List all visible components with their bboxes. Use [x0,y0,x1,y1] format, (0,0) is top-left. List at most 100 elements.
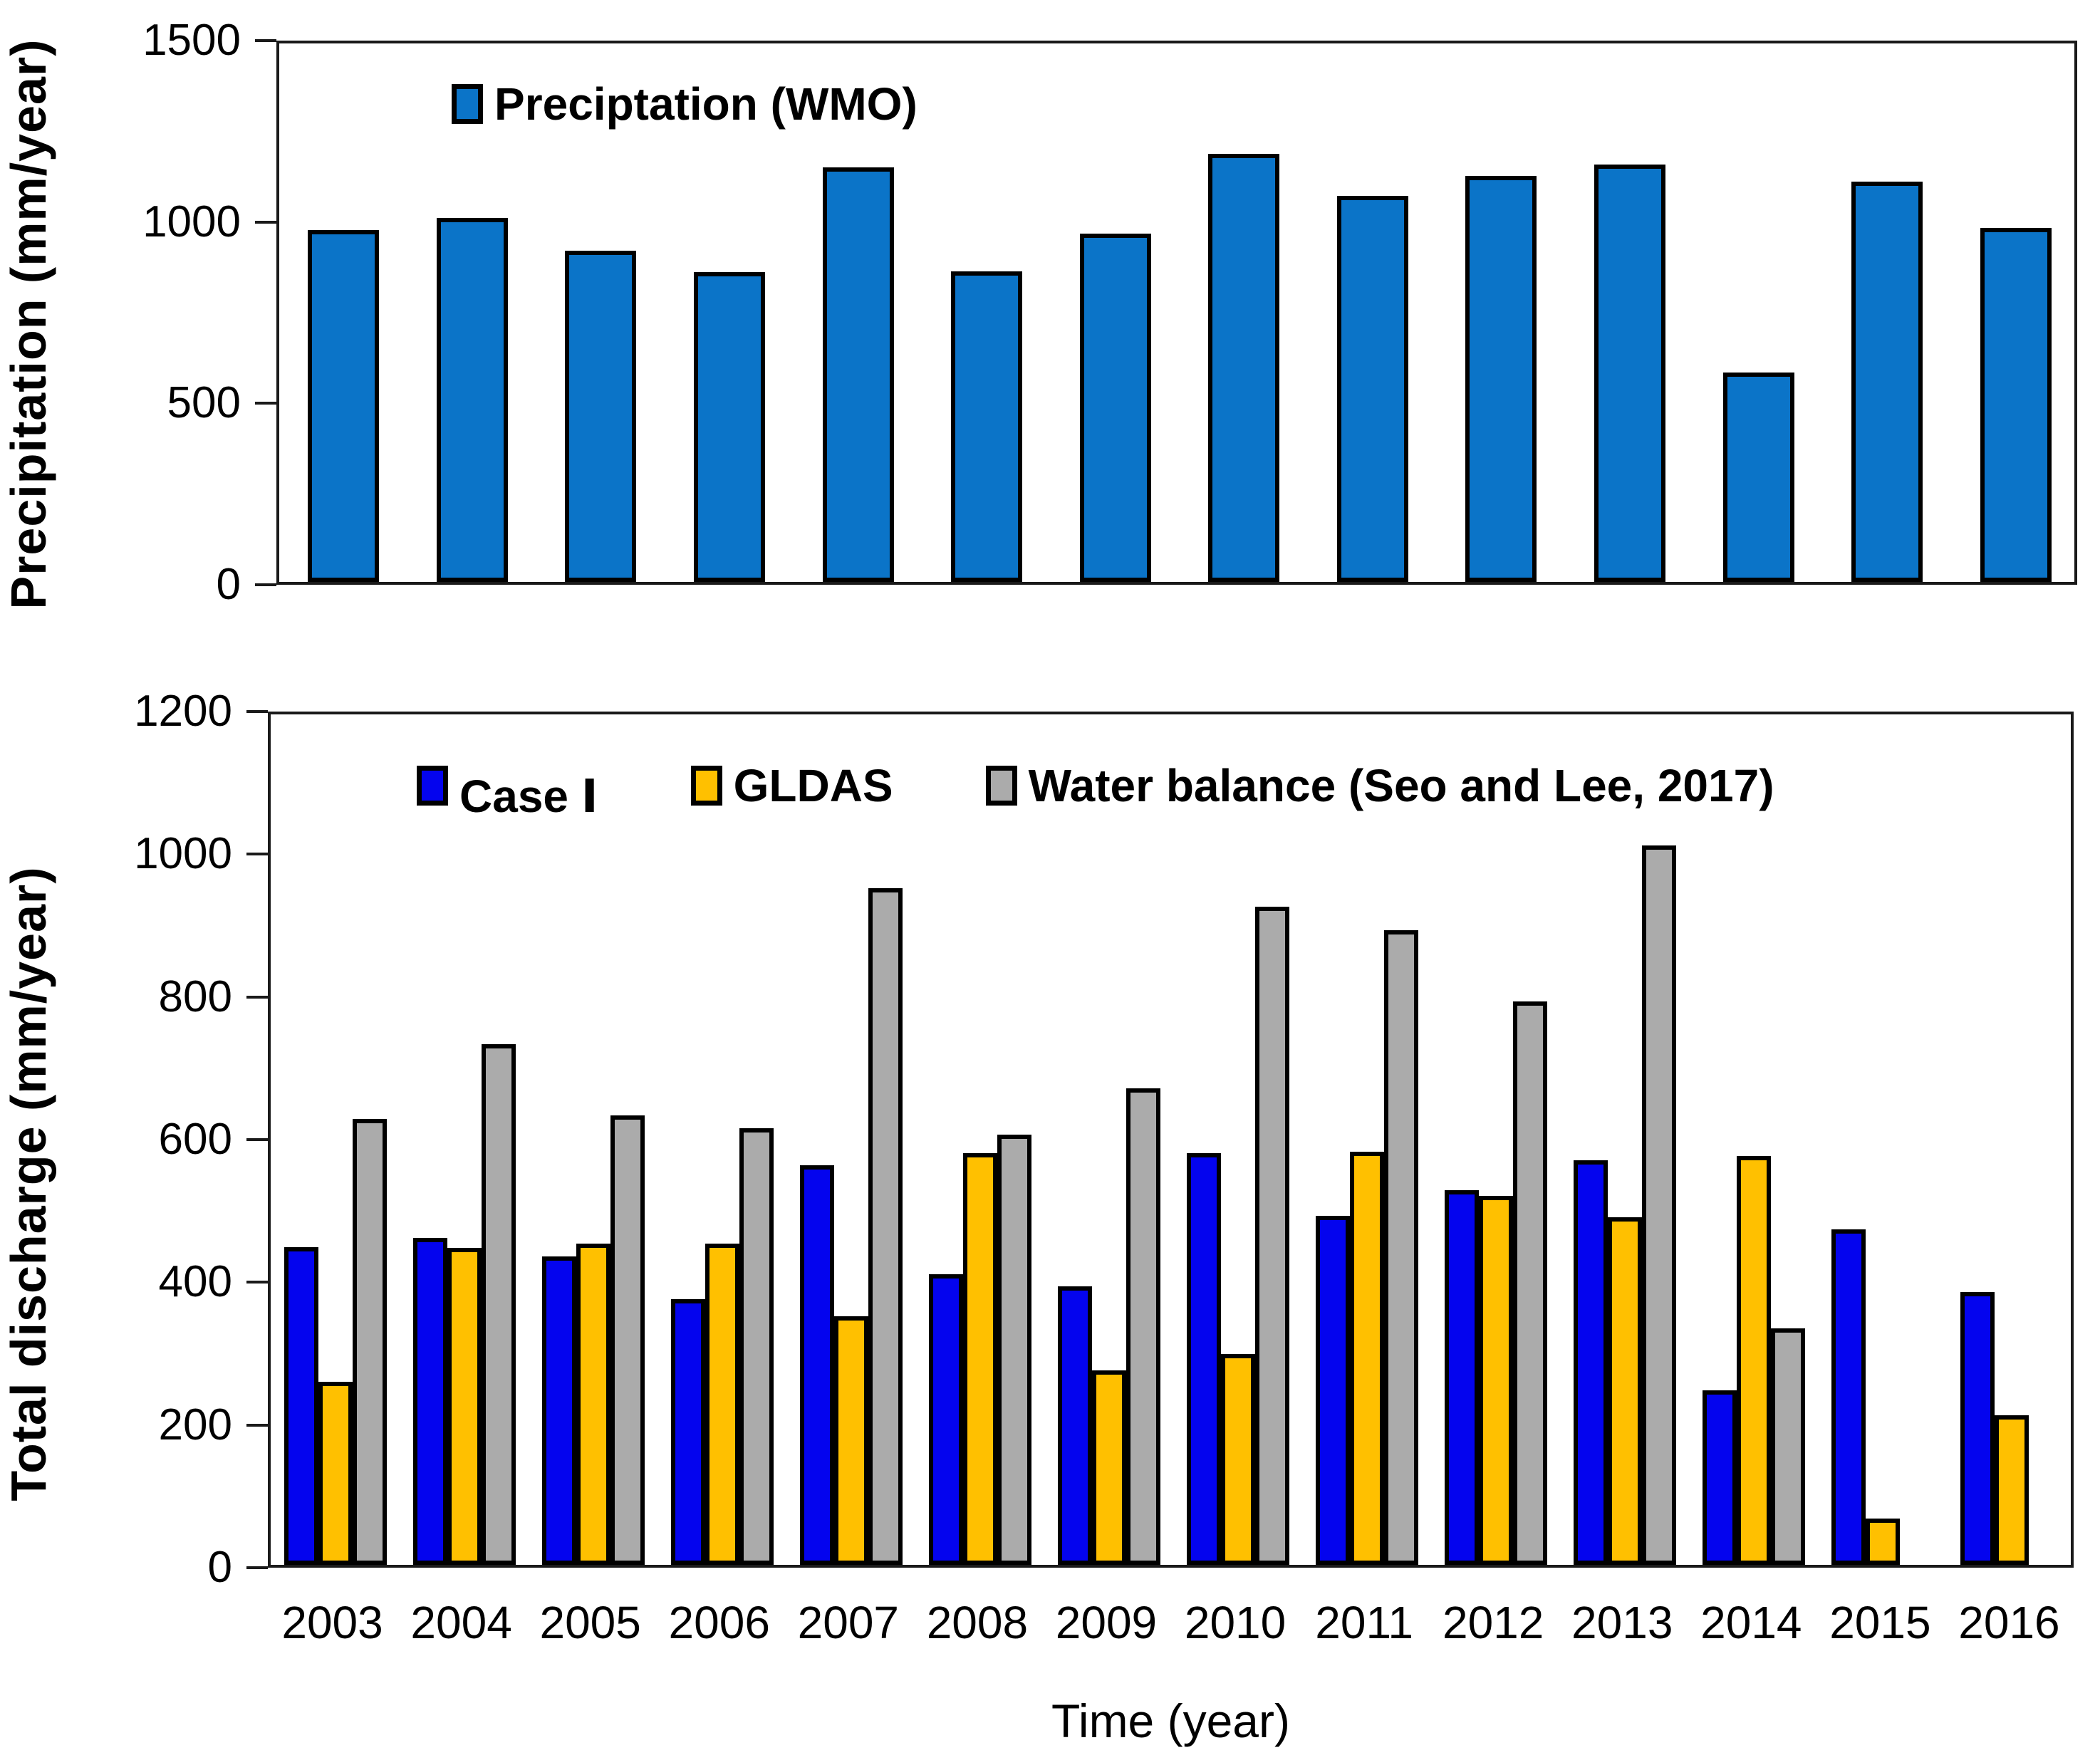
bar-water-balance-seo-and-lee-2017-2006 [739,1128,774,1565]
y-tick-label-0: 0 [216,560,241,609]
y-tick-mark-500 [255,402,276,405]
precipitation-legend-label: Preciptation (WMO) [494,78,918,130]
precipitation-y-axis-label: Precipitation (mm/year) [1,38,56,610]
bar-water-balance-seo-and-lee-2017-2007 [868,888,903,1565]
bar-case-2005 [541,1256,576,1565]
x-tick-label-2003: 2003 [281,1597,383,1648]
y-tick-mark-0 [255,583,276,586]
bar-case-2011 [1316,1216,1351,1565]
bar-preciptation-wmo-2004 [436,218,508,582]
y-tick-label-1000: 1000 [134,829,232,879]
discharge-legend-item-gldas: GLDAS [690,759,893,812]
y-tick-mark-400 [246,1281,268,1284]
bar-water-balance-seo-and-lee-2017-2003 [352,1119,387,1565]
y-tick-label-1500: 1500 [142,16,241,65]
bar-preciptation-wmo-2007 [822,167,894,582]
bar-preciptation-wmo-2012 [1465,176,1537,582]
bar-gldas-2004 [447,1248,482,1565]
precipitation-legend-item: Preciptation (WMO) [452,78,918,130]
bar-preciptation-wmo-2003 [308,230,380,582]
bar-water-balance-seo-and-lee-2017-2005 [610,1115,645,1565]
x-axis-label: Time (year) [1051,1694,1290,1747]
x-tick-label-2007: 2007 [797,1597,899,1648]
bar-gldas-2012 [1479,1196,1514,1565]
y-tick-label-1000: 1000 [142,197,241,246]
y-tick-mark-800 [246,995,268,999]
bar-water-balance-seo-and-lee-2017-2010 [1255,907,1290,1565]
bar-water-balance-seo-and-lee-2017-2011 [1384,930,1419,1565]
bar-case-2006 [670,1299,705,1565]
bar-preciptation-wmo-2009 [1079,234,1151,582]
y-tick-label-200: 200 [158,1400,232,1449]
bar-gldas-2006 [705,1244,739,1565]
y-tick-label-1200: 1200 [134,687,232,736]
bar-gldas-2011 [1350,1152,1385,1565]
bar-water-balance-seo-and-lee-2017-2004 [481,1044,516,1565]
bar-case-2004 [412,1238,447,1565]
x-tick-label-2005: 2005 [539,1597,641,1648]
bar-preciptation-wmo-2005 [565,251,637,582]
x-tick-label-2011: 2011 [1315,1597,1413,1648]
y-tick-mark-200 [246,1423,268,1427]
x-tick-label-2015: 2015 [1829,1597,1931,1648]
discharge-legend: Case Ⅰ GLDAS Water balance (Seo and Lee,… [417,759,1774,822]
case-1-legend-swatch [417,765,448,806]
case-1-legend-label: Case Ⅰ [459,771,598,822]
y-tick-mark-600 [246,1138,268,1141]
bar-case-2007 [799,1165,834,1565]
bar-case-2009 [1057,1286,1092,1565]
bar-preciptation-wmo-2008 [951,271,1023,582]
bar-gldas-2016 [1995,1415,2029,1565]
bar-preciptation-wmo-2006 [694,272,765,582]
x-tick-label-2014: 2014 [1700,1597,1802,1648]
x-tick-label-2009: 2009 [1055,1597,1158,1648]
bar-preciptation-wmo-2011 [1336,196,1408,582]
bar-gldas-2013 [1608,1217,1643,1565]
bar-water-balance-seo-and-lee-2017-2013 [1642,845,1677,1565]
precipitation-legend: Preciptation (WMO) [452,78,918,130]
bar-case-2014 [1703,1390,1737,1565]
y-tick-mark-1000 [255,220,276,224]
x-tick-label-2004: 2004 [410,1597,512,1648]
x-tick-label-2008: 2008 [926,1597,1029,1648]
y-tick-label-800: 800 [158,972,232,1021]
bar-preciptation-wmo-2010 [1208,154,1280,582]
water-balance-legend-swatch [985,765,1017,806]
y-tick-label-600: 600 [158,1115,232,1164]
gldas-legend-swatch [690,765,722,806]
bar-case-2015 [1831,1229,1866,1565]
bar-gldas-2003 [318,1382,353,1565]
x-tick-label-2006: 2006 [668,1597,770,1648]
bar-water-balance-seo-and-lee-2017-2009 [1126,1088,1160,1565]
bar-preciptation-wmo-2014 [1722,373,1794,582]
y-tick-label-0: 0 [207,1543,232,1592]
x-tick-label-2013: 2013 [1571,1597,1673,1648]
y-tick-mark-0 [246,1566,268,1569]
y-tick-label-400: 400 [158,1257,232,1307]
y-tick-label-500: 500 [167,378,241,428]
bar-gldas-2010 [1221,1354,1256,1565]
bar-gldas-2009 [1091,1370,1126,1565]
bar-case-2008 [928,1274,963,1565]
x-tick-label-2010: 2010 [1184,1597,1286,1648]
y-tick-mark-1200 [246,710,268,713]
bar-preciptation-wmo-2013 [1594,165,1665,582]
bar-preciptation-wmo-2016 [1980,228,2052,582]
bar-case-2012 [1445,1190,1480,1565]
y-tick-mark-1000 [246,853,268,856]
x-tick-label-2016: 2016 [1958,1597,2060,1648]
gldas-legend-label: GLDAS [733,759,893,811]
bar-gldas-2015 [1866,1519,1901,1565]
bar-gldas-2007 [833,1316,868,1565]
bar-gldas-2014 [1737,1156,1772,1565]
bar-water-balance-seo-and-lee-2017-2008 [997,1135,1031,1565]
discharge-plot-area: Case Ⅰ GLDAS Water balance (Seo and Lee,… [268,712,2074,1568]
bar-case-2003 [284,1247,318,1565]
y-tick-mark-1500 [255,39,276,42]
water-balance-legend-label: Water balance (Seo and Lee, 2017) [1028,759,1774,811]
discharge-y-axis-label: Total discharge (mm/year) [1,866,56,1501]
precipitation-legend-swatch [452,84,483,124]
bar-case-2013 [1574,1160,1608,1565]
bar-preciptation-wmo-2015 [1851,182,1923,582]
